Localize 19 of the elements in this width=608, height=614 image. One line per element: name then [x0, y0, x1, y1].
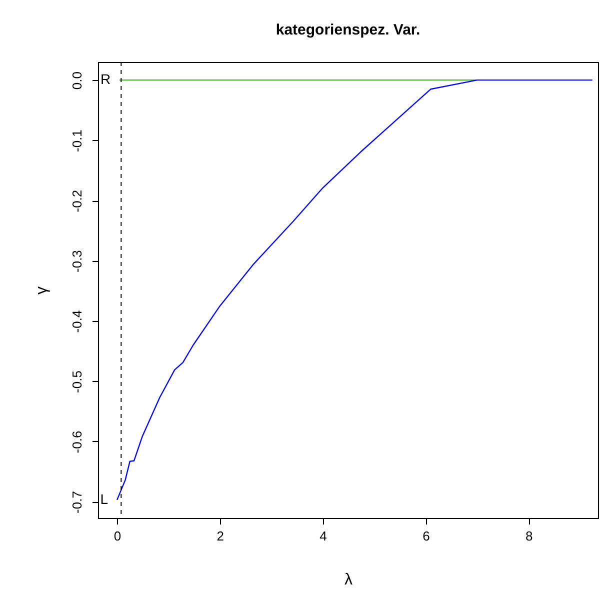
y-tick-label: -0.6 [70, 430, 84, 454]
x-tick-label: 2 [216, 528, 224, 544]
x-tick-label: 6 [422, 528, 430, 544]
annotation: L [100, 490, 108, 507]
y-tick-label: -0.2 [70, 190, 84, 212]
y-tick-label: -0.5 [70, 370, 84, 393]
y-tick-label: 0.0 [70, 72, 84, 90]
y-axis-title: γ [34, 286, 50, 294]
x-axis-title: λ [344, 572, 352, 588]
chart-title: kategorienspez. Var. [276, 22, 420, 38]
annotation: R [100, 71, 111, 88]
x-tick-label: 8 [525, 528, 533, 544]
y-tick-label: -0.4 [70, 310, 84, 333]
line-series [116, 79, 593, 501]
y-tick-label: -0.3 [70, 250, 84, 272]
y-tick-label: -0.1 [70, 130, 84, 152]
y-tick-label: -0.7 [70, 491, 84, 514]
x-tick-label: 0 [114, 528, 122, 544]
x-tick-label: 4 [320, 528, 327, 544]
